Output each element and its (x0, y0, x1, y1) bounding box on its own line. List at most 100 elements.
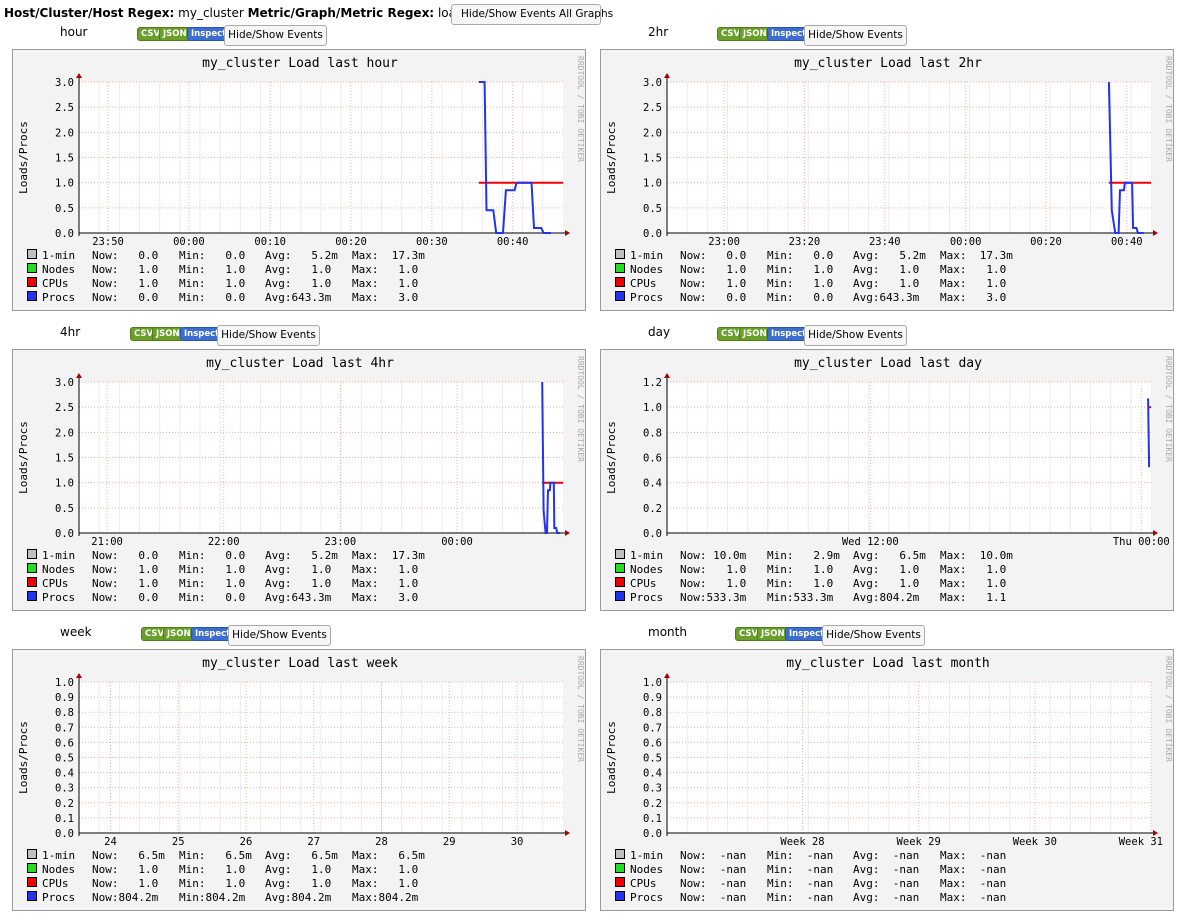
y-axis-label: Loads/Procs (605, 121, 618, 194)
legend-value: Avg: 6.5m (853, 549, 926, 562)
legend-swatch (27, 591, 37, 601)
legend-swatch (615, 877, 625, 887)
legend-value: Max: -nan (940, 863, 1006, 876)
legend-value: Min:533.3m (767, 591, 834, 604)
legend-value: Max: 3.0 (940, 291, 1006, 304)
toggle-events-button[interactable]: Hide/Show Events (804, 325, 907, 346)
y-axis-label: Loads/Procs (17, 721, 30, 794)
legend-value: Max: 1.0 (352, 863, 418, 876)
csv-button[interactable]: CSV (717, 327, 745, 341)
toggle-events-all-graphs-button[interactable]: Hide/Show Events All Graphs (451, 4, 613, 25)
legend-value: Now: 1.0 (680, 263, 746, 276)
y-tick-label: 3.0 (55, 377, 74, 389)
y-tick-label: 0.7 (643, 722, 662, 734)
y-tick-label: 0.6 (643, 453, 662, 465)
legend-series-name: CPUs (42, 577, 69, 590)
legend-value: Max: 1.0 (352, 277, 418, 290)
legend-value: Avg: -nan (853, 849, 919, 862)
y-tick-label: 0.2 (643, 798, 662, 810)
chart-title: my_cluster Load last 4hr (206, 356, 394, 371)
legend-value: Min: 0.0 (179, 291, 245, 304)
y-axis-label: Loads/Procs (17, 121, 30, 194)
legend-value: Avg: 1.0 (265, 277, 331, 290)
legend-swatch (27, 291, 37, 301)
legend-value: Min: -nan (767, 891, 833, 904)
toggle-events-button[interactable]: Hide/Show Events (822, 625, 925, 646)
legend-value: Now:533.3m (680, 591, 747, 604)
y-tick-label: 1.0 (643, 178, 662, 190)
y-tick-label: 0.8 (643, 427, 662, 439)
legend-value: Min: -nan (767, 877, 833, 890)
legend-value: Max: 17.3m (352, 549, 425, 562)
x-tick-label: 29 (443, 836, 456, 848)
legend-series-name: 1-min (42, 549, 75, 562)
y-tick-label: 0.5 (55, 753, 74, 765)
chart-title: my_cluster Load last month (786, 656, 990, 671)
legend-value: Avg: 6.5m (265, 849, 338, 862)
chart-svg: my_cluster Load last day RRDTOOL / TOBI O… (605, 356, 1173, 604)
legend-value: Now: -nan (680, 877, 746, 890)
legend-series-name: 1-min (630, 849, 663, 862)
json-button[interactable]: JSON (757, 627, 789, 641)
y-axis-label: Loads/Procs (605, 421, 618, 494)
chart-title: my_cluster Load last week (202, 656, 398, 671)
x-tick-label: 00:30 (416, 236, 448, 248)
y-tick-label: 0.6 (643, 737, 662, 749)
y-tick-label: 3.0 (55, 77, 74, 89)
y-tick-label: 0.0 (643, 228, 662, 240)
csv-button[interactable]: CSV (141, 627, 169, 641)
legend-value: Avg: 1.0 (853, 577, 919, 590)
x-tick-label: 25 (172, 836, 185, 848)
legend-series-name: Procs (630, 291, 663, 304)
y-tick-label: 0.5 (55, 203, 74, 215)
legend-swatch (27, 877, 37, 887)
chart-svg: my_cluster Load last 4hr RRDTOOL / TOBI O… (17, 356, 585, 604)
inspect-button[interactable]: Inspect (187, 27, 231, 41)
x-tick-label: 00:20 (1030, 236, 1062, 248)
toggle-events-button[interactable]: Hide/Show Events (217, 325, 320, 346)
legend-value: Avg: 1.0 (853, 263, 919, 276)
json-button[interactable]: JSON (159, 27, 191, 41)
legend-swatch (27, 549, 37, 559)
load-graph-hour: my_cluster Load last hour RRDTOOL / TOBI … (12, 49, 586, 311)
legend-value: Now: 1.0 (680, 563, 746, 576)
y-tick-label: 0.6 (55, 737, 74, 749)
toggle-events-button[interactable]: Hide/Show Events (224, 25, 327, 46)
load-graph-2hr: my_cluster Load last 2hr RRDTOOL / TOBI O… (600, 49, 1174, 311)
x-tick-label: 23:00 (325, 536, 357, 548)
chart-title: my_cluster Load last hour (202, 56, 398, 71)
chart-title: my_cluster Load last day (794, 356, 982, 371)
x-tick-label: Week 31 (1119, 836, 1163, 848)
range-label: day (648, 325, 671, 339)
toggle-events-button[interactable]: Hide/Show Events (804, 25, 907, 46)
legend-series-name: Procs (42, 591, 75, 604)
json-button[interactable]: JSON (739, 27, 771, 41)
legend-value: Avg: -nan (853, 877, 919, 890)
legend-value: Now: 10.0m (680, 549, 747, 562)
x-tick-label: 00:40 (497, 236, 529, 248)
range-label: week (60, 625, 92, 639)
json-button[interactable]: JSON (163, 627, 195, 641)
y-tick-label: 0.1 (55, 813, 74, 825)
legend-value: Min:804.2m (179, 891, 246, 904)
legend-value: Min: 1.0 (179, 577, 245, 590)
y-tick-label: 0.2 (643, 503, 662, 515)
range-label: month (648, 625, 687, 639)
toggle-events-button[interactable]: Hide/Show Events (228, 625, 331, 646)
legend-series-name: Nodes (42, 863, 75, 876)
load-graph-week: my_cluster Load last week RRDTOOL / TOBI … (12, 649, 586, 911)
x-tick-label: 00:20 (335, 236, 367, 248)
legend-swatch (27, 849, 37, 859)
json-button[interactable]: JSON (152, 327, 184, 341)
x-tick-label: Week 29 (897, 836, 941, 848)
x-tick-label: 00:00 (441, 536, 473, 548)
legend-swatch (615, 863, 625, 873)
legend-value: Min: 0.0 (179, 591, 245, 604)
legend-value: Now: -nan (680, 863, 746, 876)
legend-value: Min: 1.0 (767, 577, 833, 590)
y-tick-label: 3.0 (643, 77, 662, 89)
json-button[interactable]: JSON (739, 327, 771, 341)
x-tick-label: 27 (307, 836, 320, 848)
legend-value: Max: 1.0 (940, 577, 1006, 590)
legend-value: Avg: 1.0 (265, 863, 331, 876)
